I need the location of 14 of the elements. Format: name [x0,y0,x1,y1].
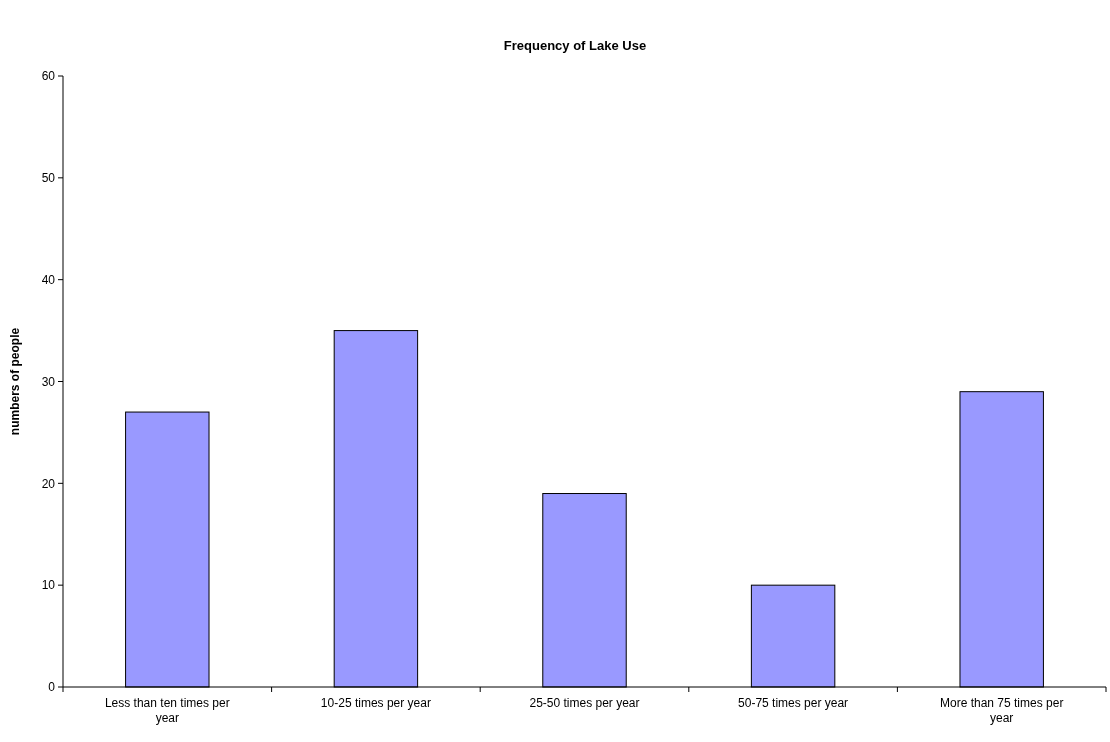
x-tick-label: Less than ten times per year [104,696,230,725]
y-tick-label: 10 [41,578,56,593]
x-tick-label: 50-75 times per year [738,696,849,710]
x-tick-label: 25-50 times per year [529,696,640,710]
y-tick-label: 30 [41,374,56,389]
x-tick-label: 10-25 times per year [320,696,431,710]
y-tick-label: 60 [41,69,56,84]
y-tick-label: 50 [41,171,56,186]
y-tick-label: 20 [41,476,56,491]
x-tick-label: More than 75 times per year [940,696,1064,725]
chart-title: Frequency of Lake Use [503,38,647,53]
y-axis-title: numbers of people [8,327,22,436]
y-tick-label: 0 [48,680,56,695]
y-tick-label: 40 [41,272,56,287]
